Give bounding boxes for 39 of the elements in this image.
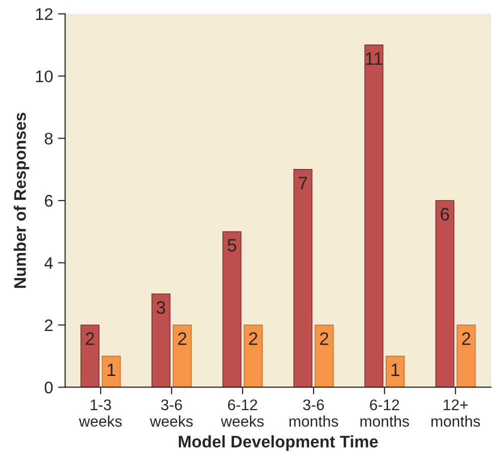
data-label: 1	[108, 364, 116, 376]
x-tick-label: 3-6 weeks	[150, 399, 193, 427]
y-tick-label: 8	[44, 132, 53, 145]
data-label: 3	[156, 301, 166, 314]
data-label: 11	[366, 52, 382, 65]
bar	[293, 168, 312, 388]
data-label: 1	[392, 364, 400, 376]
y-tick-label: 6	[44, 194, 53, 207]
bar	[364, 44, 384, 388]
bar	[151, 293, 170, 388]
bar	[386, 356, 405, 388]
x-tick-label: 3-6 months	[290, 399, 338, 427]
y-axis-title: Number of Responses	[14, 112, 30, 288]
x-tick-label: 12+ months	[431, 399, 480, 427]
data-label: 2	[249, 332, 258, 345]
y-tick-label: 10	[36, 70, 53, 82]
y-tick-label: 4	[44, 257, 53, 269]
data-label: 2	[86, 332, 94, 345]
bar	[435, 200, 454, 388]
bar	[172, 324, 192, 388]
data-label: 2	[178, 332, 186, 345]
bar	[314, 324, 334, 388]
y-tick-label: 0	[44, 382, 53, 394]
y-tick-label: 2	[44, 319, 52, 332]
x-axis-title: Model Development Time	[178, 435, 378, 451]
data-label: 5	[228, 239, 236, 252]
bar	[222, 231, 242, 388]
data-label: 6	[440, 208, 450, 221]
data-label: 2	[320, 332, 328, 345]
y-tick-label: 12	[36, 8, 52, 20]
bar	[244, 324, 263, 388]
data-label: 7	[298, 176, 308, 190]
bar	[80, 324, 100, 388]
x-tick-label: 1-3 weeks	[78, 399, 122, 427]
bar	[456, 324, 476, 388]
x-tick-label: 6-12 weeks	[220, 399, 264, 427]
data-label: 2	[462, 332, 470, 345]
bar	[102, 356, 121, 388]
x-tick-label: 6-12 months	[360, 399, 410, 427]
